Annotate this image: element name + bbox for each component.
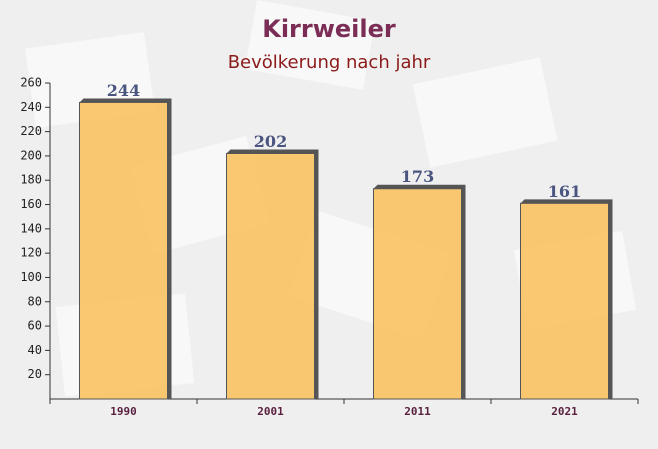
y-tick-label: 20: [28, 367, 42, 381]
value-label: 173: [401, 167, 434, 186]
bar: [226, 152, 315, 400]
y-tick-label: 260: [20, 76, 42, 90]
y-tick-label: 60: [28, 319, 42, 333]
bar: [373, 188, 462, 400]
y-tick-label: 100: [20, 270, 42, 284]
bar: [520, 202, 609, 400]
bar: [79, 101, 168, 400]
y-tick-label: 120: [20, 246, 42, 260]
y-tick-label: 240: [20, 100, 42, 114]
value-label: 202: [254, 132, 287, 151]
value-label: 244: [107, 81, 140, 100]
x-tick-label: 1990: [110, 405, 137, 418]
y-tick-label: 180: [20, 173, 42, 187]
chart-subtitle: Bevölkerung nach jahr: [228, 52, 431, 73]
y-tick-label: 200: [20, 148, 42, 162]
y-tick-label: 80: [28, 294, 42, 308]
x-tick-label: 2021: [551, 405, 578, 418]
x-tick-label: 2001: [257, 405, 284, 418]
y-tick-label: 140: [20, 221, 42, 235]
y-tick-label: 220: [20, 124, 42, 138]
y-tick-label: 160: [20, 197, 42, 211]
chart-title: Kirrweiler: [262, 15, 396, 43]
y-tick-label: 40: [28, 343, 42, 357]
x-tick-label: 2011: [404, 405, 431, 418]
value-label: 161: [548, 182, 581, 201]
